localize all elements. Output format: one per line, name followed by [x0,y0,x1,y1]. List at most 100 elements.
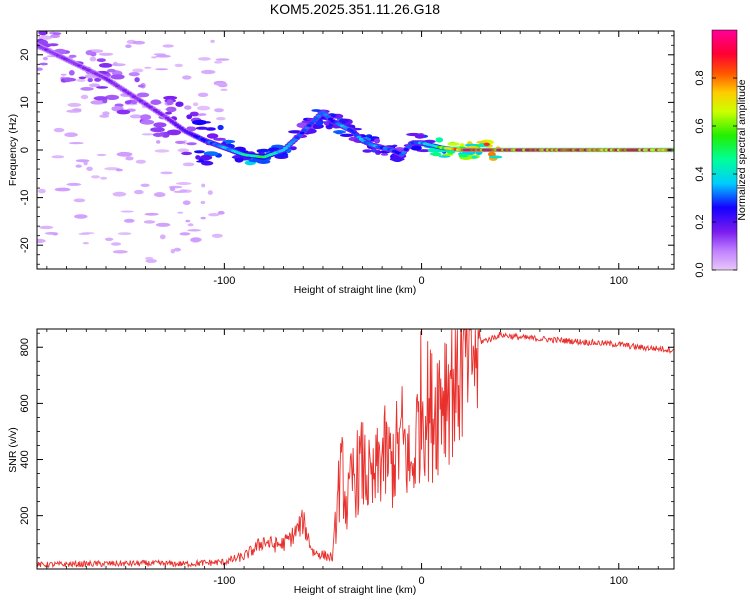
spectrogram-noise-blob [159,234,166,240]
spectrogram-ridge-peak [399,153,404,157]
spectrogram-ridge-blob [189,111,199,117]
spectrogram-noise-blob [155,54,171,58]
spectrogram-noise-blob [151,56,158,59]
spectrogram-ridge-blob [442,153,454,156]
spectrogram-ridge-blob [137,84,145,88]
spectrogram-ridge-blob [124,100,132,105]
spectrogram-ridge-blob [140,119,155,125]
spectrogram-ridge-peak [292,138,298,142]
spectrogram-noise-blob [38,35,52,40]
spectrogram-noise-blob [179,189,188,193]
spectrogram-ridge-blob [153,122,167,128]
spectrogram-ytick-label: -20 [19,237,31,253]
snr-plot-area [37,329,674,569]
spectrogram-noise-blob [89,83,101,88]
spectrogram-noise-blob [86,166,93,171]
snr-series-line [37,329,674,569]
spectrogram-ridge-blob [234,157,244,163]
spectrogram-ridge-blob [195,126,208,130]
snr-xtick-label: -100 [213,575,235,587]
spectrogram-ridge-blob [166,106,177,113]
spectrogram-ridge-blob [476,140,487,144]
spectrogram-ridge-blob [186,114,193,120]
spectrogram-ridge-blob [206,133,219,139]
spectrogram-ridge-blob [163,95,178,100]
spectrogram-noise-blob [135,159,146,164]
spectrogram-noise-blob [132,40,145,45]
spectrogram-ridge-blob [38,31,48,36]
spectrogram-noise-blob [200,200,206,205]
spectrogram-noise-blob [104,237,114,241]
spectrogram-ridge-blob [324,121,330,126]
spectrogram-noise-blob [80,94,89,100]
spectrogram-ridge-peak [294,136,300,139]
spectrogram-ridge-blob [410,145,422,151]
spectrogram-noise-blob [132,68,144,73]
snr-panel: -100 0 100 200 400 600 800 Height of straight … [7,328,675,596]
spectrogram-ridge-blob [374,149,382,155]
spectrogram-noise-blob [98,52,114,56]
spectrogram-noise-blob [74,214,88,219]
snr-marks [37,329,674,569]
spectrogram-noise-blob [67,102,82,107]
spectrogram-noise-blob [184,105,192,110]
spectrogram-noise-blob [192,102,199,107]
spectrogram-noise-blob [64,132,78,137]
spectrogram-ridge-peak [290,140,295,144]
spectrogram-marks [37,31,674,263]
spectrogram-ridge-blob [471,155,478,159]
spectrogram-ridge-blob [136,92,150,98]
spectrogram-ridge-peak [309,121,314,125]
spectrogram-noise-blob [129,114,143,119]
spectrogram-ridge-blob [334,130,344,135]
spectrogram-ridge-blob [78,76,87,80]
spectrogram-noise-blob [38,188,46,194]
snr-ytick-label: 600 [19,394,31,412]
colorbar-tick-label: 0.0 [694,262,706,277]
spectrogram-ridge-blob [436,149,447,153]
spectrogram-noise-blob [182,200,191,205]
spectrogram-ridge-blob [362,149,373,153]
spectrogram-noise-blob [96,153,107,157]
spectrogram-xtick-label: 100 [610,275,628,287]
colorbar-gradient [711,29,738,271]
spectrogram-ridge-peak [297,133,303,137]
spectrogram-noise-blob [39,225,54,230]
spectrogram-noise-blob [141,133,154,136]
spectrogram-noise-blob [198,113,207,116]
spectrogram-noise-blob [200,216,206,220]
spectrogram-noise-blob [83,160,88,166]
spectrogram-noise-blob [187,223,194,227]
spectrogram-ridge-blob [483,142,490,146]
spectrogram-ridge-blob [447,142,460,146]
spectrogram-noise-blob [190,237,202,243]
colorbar-tick-label: 0.2 [694,214,706,229]
spectrogram-noise-blob [154,149,170,153]
spectrogram-noise-blob [91,175,100,179]
spectrogram-ridge-blob [152,132,165,137]
spectrogram-noise-blob [68,142,84,145]
spectrogram-noise-blob [117,232,132,236]
spectrogram-noise-blob [125,44,132,48]
spectrogram-noise-blob [173,247,181,252]
spectrogram-ridge-blob [68,54,77,58]
spectrogram-noise-blob [81,232,95,235]
spectrogram-noise-blob [217,210,225,215]
spectrogram-noise-blob [115,168,123,172]
snr-ylabel: SNR (v/v) [7,427,19,473]
spectrogram-ridge-blob [289,146,297,151]
spectrogram-noise-blob [156,140,161,144]
spectrogram-ridge-blob [165,111,172,115]
spectrogram-ridge-peak [306,124,312,127]
spectrogram-ridge-blob [181,151,193,156]
spectrogram-xlabel: Height of straight line (km) [294,284,417,296]
spectrogram-noise-blob [197,105,211,111]
spectrogram-ridge-blob [217,124,224,131]
spectrogram-noise-blob [110,242,122,246]
spectrogram-noise-blob [104,167,120,171]
spectrogram-ridge-peak [299,131,305,135]
spectrogram-noise-blob [185,219,191,223]
spectrogram-noise-blob [177,148,190,153]
